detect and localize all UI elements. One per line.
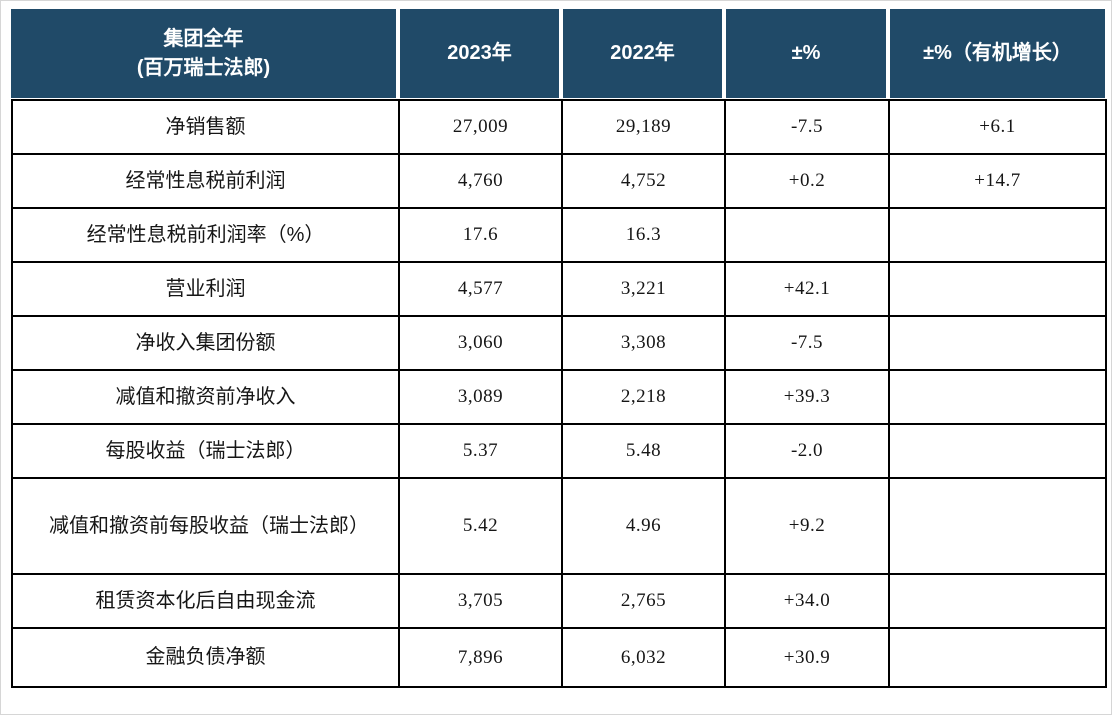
value-organic-growth <box>888 423 1107 479</box>
table-row: 净收入集团份额 3,060 3,308 -7.5 <box>11 315 1107 371</box>
value-organic-growth <box>888 207 1107 263</box>
value-pct-change: +34.0 <box>724 573 890 629</box>
value-2023: 5.37 <box>398 423 563 479</box>
table-header-row: 集团全年 (百万瑞士法郎) 2023年 2022年 ±% ±%（有机增长） <box>11 9 1105 98</box>
value-2023: 27,009 <box>398 99 563 155</box>
value-2023: 4,577 <box>398 261 563 317</box>
value-pct-change: +0.2 <box>724 153 890 209</box>
value-organic-growth: +14.7 <box>888 153 1107 209</box>
value-organic-growth <box>888 573 1107 629</box>
row-label: 营业利润 <box>11 261 400 317</box>
value-pct-change: +39.3 <box>724 369 890 425</box>
value-2022: 2,218 <box>561 369 726 425</box>
value-2023: 17.6 <box>398 207 563 263</box>
row-label: 经常性息税前利润 <box>11 153 400 209</box>
value-organic-growth: +6.1 <box>888 99 1107 155</box>
value-organic-growth <box>888 261 1107 317</box>
value-2023: 3,705 <box>398 573 563 629</box>
row-label: 金融负债净额 <box>11 627 400 688</box>
header-cell-organic-growth: ±%（有机增长） <box>888 9 1105 98</box>
row-label: 经常性息税前利润率（%） <box>11 207 400 263</box>
table-row: 减值和撤资前每股收益（瑞士法郎） 5.42 4.96 +9.2 <box>11 477 1107 575</box>
financial-table: 集团全年 (百万瑞士法郎) 2023年 2022年 ±% ±%（有机增长） 净销… <box>11 9 1107 688</box>
value-pct-change: +42.1 <box>724 261 890 317</box>
value-pct-change: -7.5 <box>724 315 890 371</box>
table-row: 营业利润 4,577 3,221 +42.1 <box>11 261 1107 317</box>
value-organic-growth <box>888 477 1107 575</box>
value-2023: 3,089 <box>398 369 563 425</box>
value-organic-growth <box>888 315 1107 371</box>
table-row: 经常性息税前利润率（%） 17.6 16.3 <box>11 207 1107 263</box>
value-2023: 5.42 <box>398 477 563 575</box>
value-2022: 4,752 <box>561 153 726 209</box>
value-pct-change: +9.2 <box>724 477 890 575</box>
header-cell-2023: 2023年 <box>398 9 561 98</box>
value-2022: 3,308 <box>561 315 726 371</box>
value-pct-change <box>724 207 890 263</box>
value-2022: 3,221 <box>561 261 726 317</box>
value-2022: 4.96 <box>561 477 726 575</box>
value-pct-change: -2.0 <box>724 423 890 479</box>
table-row: 减值和撤资前净收入 3,089 2,218 +39.3 <box>11 369 1107 425</box>
table-row: 金融负债净额 7,896 6,032 +30.9 <box>11 627 1107 688</box>
table-row: 经常性息税前利润 4,760 4,752 +0.2 +14.7 <box>11 153 1107 209</box>
table-row: 每股收益（瑞士法郎） 5.37 5.48 -2.0 <box>11 423 1107 479</box>
value-pct-change: +30.9 <box>724 627 890 688</box>
value-2023: 4,760 <box>398 153 563 209</box>
value-organic-growth <box>888 627 1107 688</box>
row-label: 减值和撤资前每股收益（瑞士法郎） <box>11 477 400 575</box>
value-pct-change: -7.5 <box>724 99 890 155</box>
value-2023: 7,896 <box>398 627 563 688</box>
value-2022: 29,189 <box>561 99 726 155</box>
value-2022: 5.48 <box>561 423 726 479</box>
row-label: 减值和撤资前净收入 <box>11 369 400 425</box>
header-cell-pct-change: ±% <box>724 9 888 98</box>
header-cell-2022: 2022年 <box>561 9 724 98</box>
value-2022: 2,765 <box>561 573 726 629</box>
value-organic-growth <box>888 369 1107 425</box>
row-label: 净收入集团份额 <box>11 315 400 371</box>
table-row: 净销售额 27,009 29,189 -7.5 +6.1 <box>11 99 1107 155</box>
row-label: 租赁资本化后自由现金流 <box>11 573 400 629</box>
value-2022: 16.3 <box>561 207 726 263</box>
row-label: 每股收益（瑞士法郎） <box>11 423 400 479</box>
table-row: 租赁资本化后自由现金流 3,705 2,765 +34.0 <box>11 573 1107 629</box>
value-2022: 6,032 <box>561 627 726 688</box>
header-metric-line1: 集团全年 <box>163 27 244 50</box>
data-table: 净销售额 27,009 29,189 -7.5 +6.1 经常性息税前利润 4,… <box>11 99 1107 688</box>
row-label: 净销售额 <box>11 99 400 155</box>
value-2023: 3,060 <box>398 315 563 371</box>
header-cell-metric: 集团全年 (百万瑞士法郎) <box>11 9 398 98</box>
header-metric-line2: (百万瑞士法郎) <box>136 56 271 79</box>
